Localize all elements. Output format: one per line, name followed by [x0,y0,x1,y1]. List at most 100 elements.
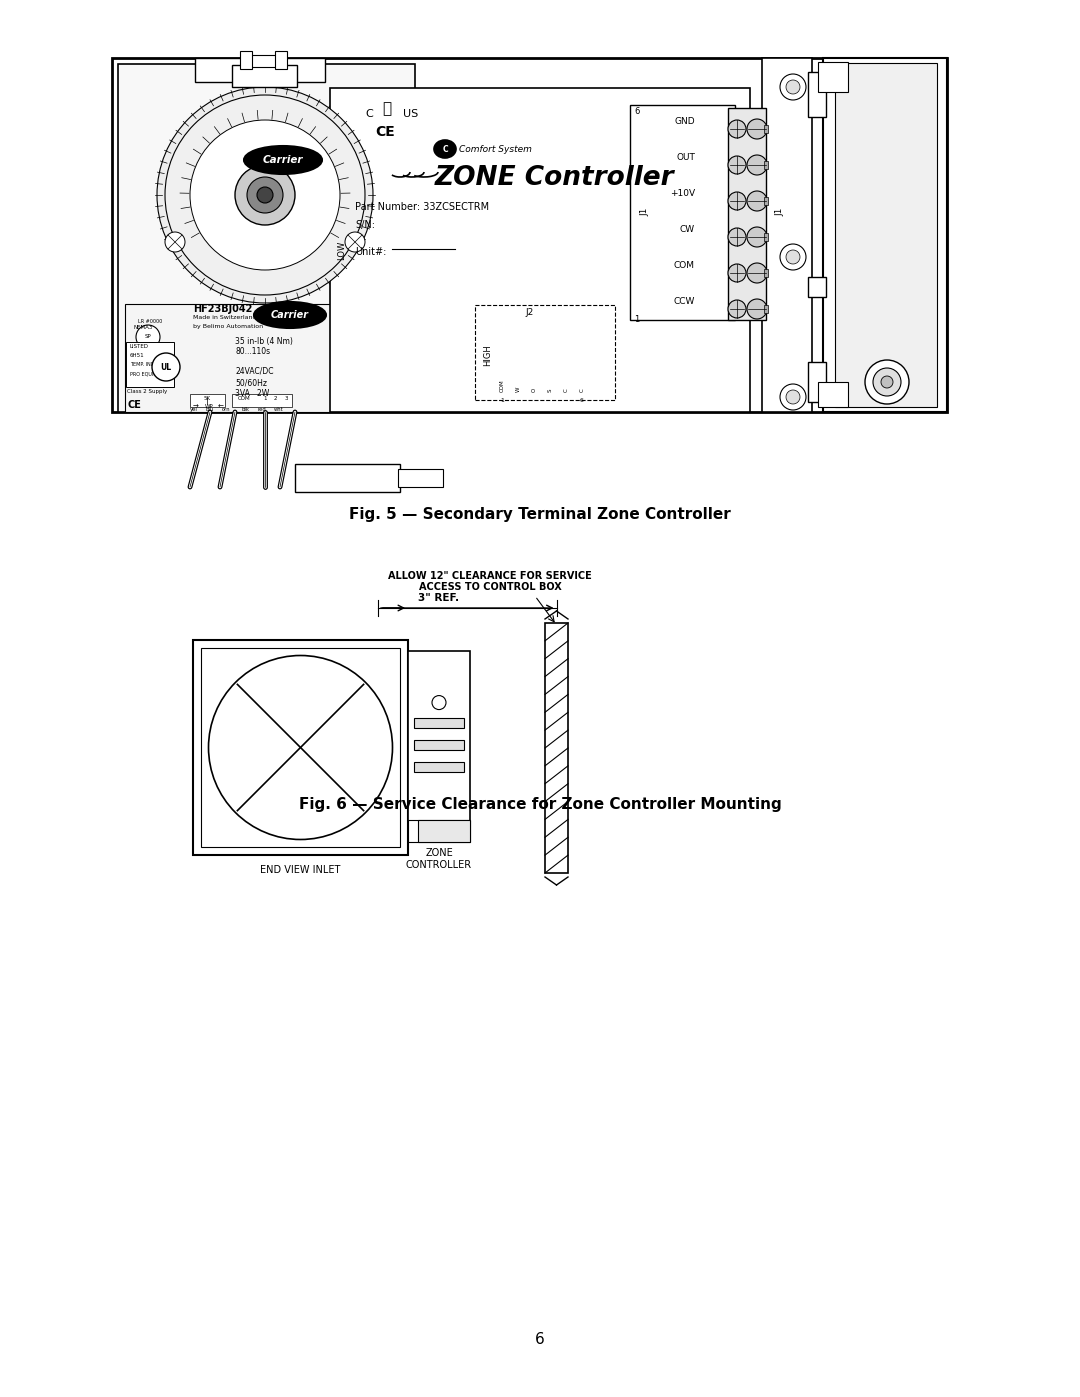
Text: by Belimo Automation: by Belimo Automation [193,324,264,330]
Bar [408,651,470,842]
Bar [823,59,947,412]
Bar [545,623,568,873]
Text: PRO EQUIP: PRO EQUIP [130,372,157,376]
Text: ZONE Controller: ZONE Controller [435,165,675,191]
Bar [414,718,464,728]
Circle shape [873,367,901,395]
Text: ALLOW 12" CLEARANCE FOR SERVICE: ALLOW 12" CLEARANCE FOR SERVICE [388,571,592,581]
Circle shape [157,87,373,303]
Text: 3" REF.: 3" REF. [418,592,459,604]
Bar [818,381,848,407]
Circle shape [786,80,800,94]
Circle shape [190,120,340,270]
Bar [764,124,768,133]
Text: orn: orn [222,407,231,412]
Circle shape [747,226,767,247]
Circle shape [786,390,800,404]
Bar [764,270,768,277]
Text: 3: 3 [285,395,288,401]
Circle shape [257,187,273,203]
Text: CE: CE [127,400,140,409]
Bar [112,59,947,412]
Text: O: O [531,388,537,393]
Circle shape [747,191,767,211]
Text: CW: CW [680,225,696,235]
Circle shape [152,353,180,381]
Text: NEMA3: NEMA3 [134,326,153,330]
Text: GND: GND [674,117,696,127]
Text: 1: 1 [500,398,504,402]
Bar [240,52,252,68]
Bar [195,59,325,82]
Bar [275,52,287,68]
Text: 24VAC/DC: 24VAC/DC [235,367,273,376]
Text: W: W [515,387,521,393]
Text: Carrier: Carrier [262,155,303,165]
Text: Fig. 6 — Service Clearance for Zone Controller Mounting: Fig. 6 — Service Clearance for Zone Cont… [299,798,781,812]
Text: C: C [365,109,373,119]
Text: blu: blu [206,407,214,412]
Circle shape [786,250,800,264]
Circle shape [136,326,160,349]
Circle shape [780,74,806,101]
Circle shape [728,264,746,282]
Text: LOW: LOW [337,240,346,260]
Bar [728,108,766,320]
Circle shape [165,232,185,251]
Text: Made in Switzerland: Made in Switzerland [193,314,257,320]
Text: HF23BJ042: HF23BJ042 [193,305,253,314]
Circle shape [728,191,746,210]
Text: 1: 1 [634,314,639,324]
Text: 35 in-lb (4 Nm): 35 in-lb (4 Nm) [235,337,293,346]
Circle shape [881,376,893,388]
Bar [808,73,826,117]
Circle shape [780,244,806,270]
Circle shape [728,300,746,319]
Bar [835,63,937,407]
Text: Comfort System: Comfort System [459,144,531,154]
Circle shape [728,228,746,246]
Text: S: S [548,388,553,393]
Bar [295,464,400,492]
Text: blk: blk [242,407,249,412]
Text: CONTROLLER: CONTROLLER [406,861,472,870]
Circle shape [747,299,767,319]
Text: US: US [403,109,418,119]
Bar [126,342,174,387]
Ellipse shape [254,302,326,328]
Bar [408,820,470,842]
Bar [764,197,768,205]
Circle shape [165,95,365,295]
Text: SP: SP [145,334,151,339]
Bar [764,305,768,313]
Bar [818,61,848,92]
Bar [125,305,410,412]
Bar [414,761,464,773]
Text: COM: COM [674,261,696,271]
Ellipse shape [434,140,456,158]
Circle shape [345,232,365,251]
Text: Unit#:: Unit#: [355,247,387,257]
Circle shape [728,156,746,175]
Bar [232,66,297,87]
Bar [232,394,292,407]
Circle shape [747,119,767,138]
Text: wht: wht [274,407,284,412]
Text: red: red [258,407,267,412]
Text: J2: J2 [526,307,535,317]
Circle shape [247,177,283,212]
Text: Class 2 Supply: Class 2 Supply [127,388,167,394]
Text: J1: J1 [640,208,649,217]
Bar [764,233,768,242]
Text: yel: yel [190,407,198,412]
Text: +10V: +10V [670,190,696,198]
Text: ZONE: ZONE [426,848,453,858]
Bar [201,648,400,847]
Bar [399,469,443,488]
Circle shape [208,655,392,840]
Bar [418,820,470,842]
Text: S/N:: S/N: [355,219,375,231]
Bar [190,394,225,407]
Text: 2: 2 [274,395,278,401]
Bar [630,105,735,320]
